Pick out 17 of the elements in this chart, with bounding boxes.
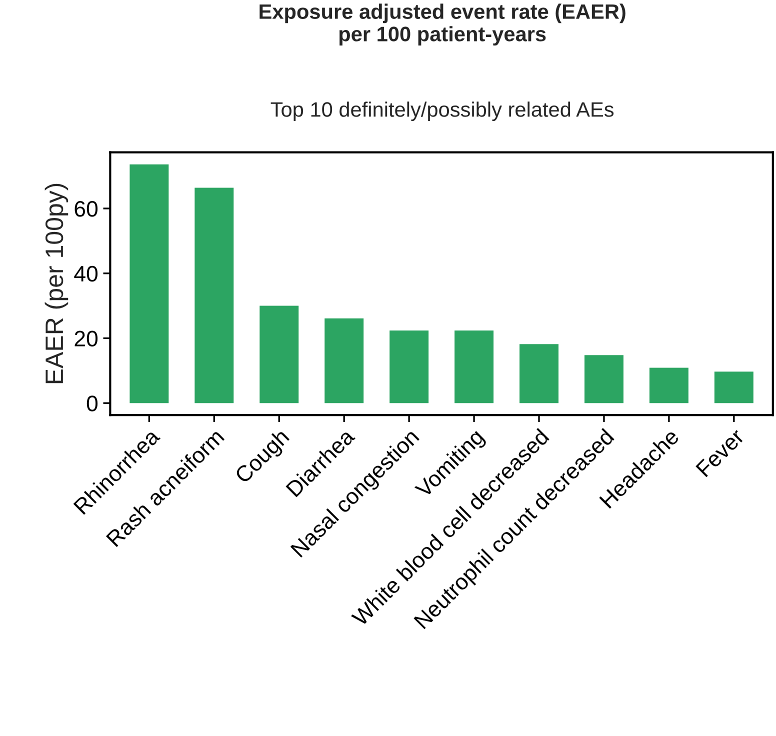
- bar: [324, 318, 364, 404]
- bar: [520, 344, 558, 404]
- bar: [390, 330, 429, 404]
- y-axis-title: EAER (per 100py): [44, 184, 68, 384]
- chart-subtitle: Top 10 definitely/possibly related AEs: [270, 102, 614, 121]
- bar: [714, 372, 754, 404]
- bar: [130, 164, 169, 404]
- bar: [584, 355, 624, 404]
- chart-title: Exposure adjusted event rate (EAER) per 100 patient-years: [260, 4, 626, 46]
- y-tick-label: 60: [74, 201, 98, 217]
- bar: [454, 330, 494, 404]
- y-tick-label: 20: [74, 330, 98, 346]
- y-tick-label: 0: [86, 396, 98, 412]
- bar: [260, 306, 299, 404]
- bar: [194, 188, 234, 404]
- bar: [649, 368, 688, 404]
- y-tick-label: 40: [74, 266, 98, 282]
